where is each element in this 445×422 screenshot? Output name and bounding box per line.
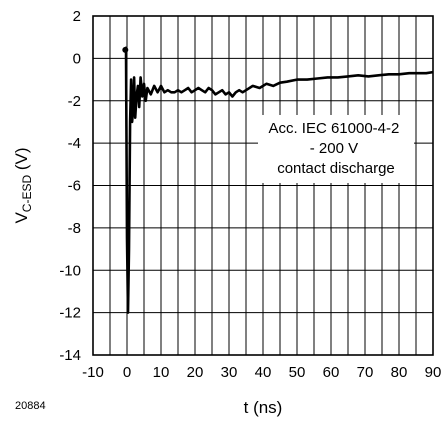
y-tick-label: -6 <box>68 178 81 195</box>
x-tick-label: 10 <box>153 364 170 381</box>
y-axis-label: VC-ESD (V) <box>12 147 34 223</box>
x-axis-ticks: -10 0 10 20 30 40 50 60 70 80 90 <box>82 364 441 381</box>
y-axis-label-subscript: C-ESD <box>20 175 34 213</box>
y-axis-label-unit: (V) <box>12 147 31 174</box>
x-tick-label: 40 <box>255 364 272 381</box>
annotation-box <box>258 115 414 183</box>
y-tick-label: -2 <box>68 93 81 110</box>
y-axis-label-main: V <box>12 212 31 224</box>
x-tick-label: -10 <box>82 364 104 381</box>
annotation-line: Acc. IEC 61000-4-2 <box>268 120 399 137</box>
y-axis-ticks: -14 -12 -10 -8 -6 -4 -2 0 2 <box>59 8 81 364</box>
x-tick-label: 90 <box>425 364 442 381</box>
y-tick-label: -12 <box>59 305 81 322</box>
x-tick-label: 20 <box>187 364 204 381</box>
y-tick-label: -8 <box>68 220 81 237</box>
series-group <box>122 46 434 314</box>
annotation-line: contact discharge <box>277 160 395 177</box>
x-tick-label: 0 <box>123 364 131 381</box>
series-start-point <box>122 46 129 53</box>
y-tick-label: -10 <box>59 262 81 279</box>
plot-frame <box>92 15 434 356</box>
grid <box>92 15 434 356</box>
x-axis-label: t (ns) <box>244 398 283 417</box>
x-tick-label: 70 <box>357 364 374 381</box>
x-tick-label: 60 <box>323 364 340 381</box>
figure-id: 20884 <box>15 400 46 412</box>
x-tick-label: 50 <box>289 364 306 381</box>
y-tick-label: -14 <box>59 347 81 364</box>
series-line <box>124 46 434 314</box>
annotation-line: - 200 V <box>310 140 358 157</box>
x-tick-label: 30 <box>221 364 238 381</box>
x-tick-label: 80 <box>391 364 408 381</box>
y-tick-label: 0 <box>73 50 81 67</box>
y-tick-label: -4 <box>68 135 81 152</box>
annotation-text: Acc. IEC 61000-4-2 - 200 V contact disch… <box>268 120 403 177</box>
y-tick-label: 2 <box>73 8 81 25</box>
